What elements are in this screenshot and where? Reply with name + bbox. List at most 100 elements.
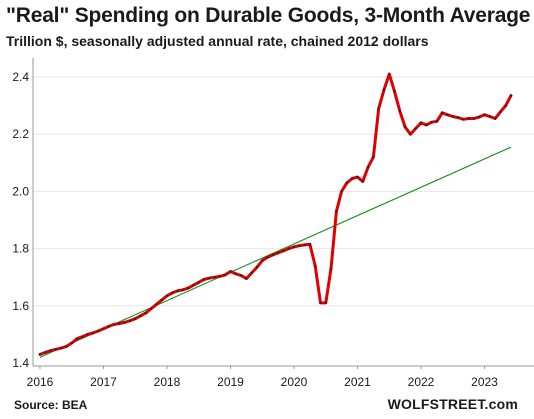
data-point xyxy=(456,116,460,119)
data-point xyxy=(192,284,195,287)
y-tick-label: 2.4 xyxy=(12,70,29,84)
y-tick-label: 2.0 xyxy=(12,184,29,198)
x-tick-label: 2018 xyxy=(154,375,181,389)
y-tick-label: 1.8 xyxy=(12,242,29,256)
data-point xyxy=(483,113,486,116)
data-point xyxy=(319,301,322,305)
data-point xyxy=(97,329,100,333)
data-point xyxy=(176,289,179,293)
axes xyxy=(32,58,534,369)
data-point xyxy=(440,111,444,114)
data-point xyxy=(139,314,142,318)
data-point xyxy=(261,259,264,262)
data-point xyxy=(171,291,174,295)
data-point xyxy=(250,271,253,275)
data-point xyxy=(425,123,428,127)
data-point xyxy=(186,286,190,290)
series-group xyxy=(38,72,513,358)
data-point xyxy=(165,294,169,297)
y-tick-label: 1.6 xyxy=(12,299,29,313)
grid-lines xyxy=(33,76,534,307)
data-point xyxy=(107,325,110,328)
data-point xyxy=(282,249,285,253)
data-point xyxy=(144,311,148,315)
data-point xyxy=(298,244,301,247)
data-point xyxy=(377,107,380,110)
data-point xyxy=(509,94,513,97)
data-point xyxy=(467,117,470,120)
data-point xyxy=(382,88,386,92)
data-point xyxy=(149,307,153,310)
data-point xyxy=(155,303,158,306)
data-point xyxy=(414,127,417,130)
data-point xyxy=(81,335,84,338)
data-point xyxy=(419,121,423,124)
data-point xyxy=(70,341,73,345)
chart-title: "Real" Spending on Durable Goods, 3-Mont… xyxy=(6,4,531,27)
data-point xyxy=(361,180,364,183)
data-point xyxy=(234,272,237,275)
data-point xyxy=(112,323,116,326)
data-point xyxy=(197,281,200,284)
data-point xyxy=(218,275,222,278)
data-point xyxy=(313,264,317,267)
data-point xyxy=(229,270,232,273)
y-tick-label: 1.4 xyxy=(12,356,29,370)
y-tick-label: 2.2 xyxy=(12,127,29,141)
data-point xyxy=(202,278,206,281)
data-point xyxy=(472,117,476,120)
tick-labels: 1.4 1.6 1.8 2.0 2.2 2.4 2016 2017 2018 2019 2020 20… xyxy=(12,70,498,389)
data-point xyxy=(102,327,105,330)
data-point xyxy=(366,165,370,169)
data-point xyxy=(86,333,89,336)
brand-logo: WOLFSTREET.com xyxy=(387,396,518,412)
data-point xyxy=(329,267,333,270)
data-point xyxy=(213,276,216,279)
x-tick-label: 2020 xyxy=(281,375,308,389)
data-point xyxy=(160,298,163,302)
data-point xyxy=(388,72,391,76)
data-point xyxy=(91,331,95,335)
data-point xyxy=(292,245,296,249)
data-point xyxy=(451,115,454,118)
data-point xyxy=(123,321,126,324)
data-point xyxy=(118,322,121,325)
data-point xyxy=(38,353,42,356)
data-point xyxy=(435,120,439,123)
x-tick-label: 2022 xyxy=(408,375,435,389)
data-point xyxy=(462,118,465,121)
data-point xyxy=(308,243,312,246)
data-point xyxy=(271,253,275,257)
data-point xyxy=(446,113,449,116)
data-point xyxy=(324,301,327,305)
data-point xyxy=(59,346,63,350)
x-tick-label: 2021 xyxy=(344,375,371,389)
data-point xyxy=(409,133,412,136)
data-point xyxy=(208,276,211,280)
data-point xyxy=(356,175,359,179)
data-point xyxy=(351,177,354,180)
data-point xyxy=(255,265,259,269)
data-point xyxy=(303,243,306,247)
data-point xyxy=(239,274,243,277)
data-point xyxy=(478,115,481,119)
data-point xyxy=(276,251,280,255)
data-point xyxy=(266,255,269,259)
chart-subtitle: Trillion $, seasonally adjusted annual r… xyxy=(6,33,429,49)
data-point xyxy=(504,104,507,107)
data-point xyxy=(128,319,132,322)
data-point xyxy=(403,125,407,129)
data-point xyxy=(493,117,497,120)
data-point xyxy=(181,288,185,291)
data-point xyxy=(134,317,137,320)
data-point xyxy=(224,273,227,277)
data-point xyxy=(335,210,338,213)
data-point xyxy=(49,349,52,352)
data-point xyxy=(488,115,491,118)
data-point xyxy=(430,120,433,124)
data-point xyxy=(44,351,47,354)
x-tick-label: 2023 xyxy=(471,375,498,389)
x-tick-label: 2016 xyxy=(27,375,54,389)
data-point xyxy=(398,110,402,113)
